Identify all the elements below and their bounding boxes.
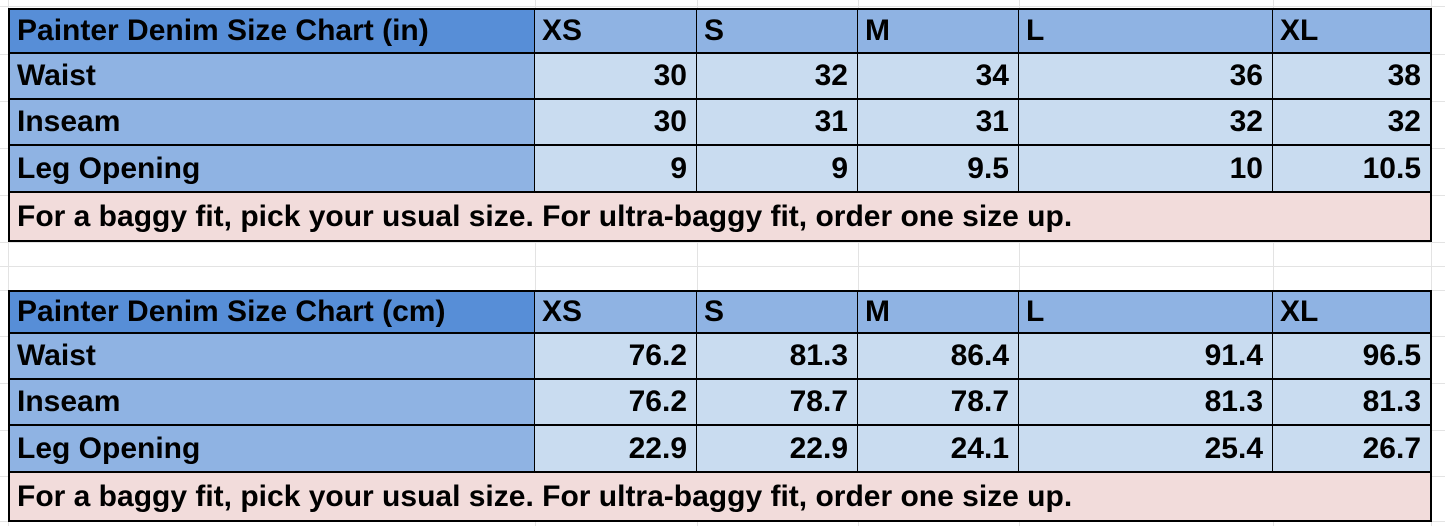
measurement-value-cell[interactable]: 30 xyxy=(535,100,697,146)
measurement-value-cell[interactable]: 81.3 xyxy=(1273,380,1430,426)
measurement-value-cell[interactable]: 22.9 xyxy=(697,426,858,473)
measurement-value-cell[interactable]: 31 xyxy=(697,100,858,146)
size-header-cell-xl[interactable]: XL xyxy=(1273,292,1430,334)
size-header-cell-s[interactable]: S xyxy=(697,10,858,54)
measurement-value-cell[interactable]: 32 xyxy=(697,54,858,100)
gridline-horizontal xyxy=(0,242,1445,243)
measurement-value-cell[interactable]: 26.7 xyxy=(1273,426,1430,473)
size-header-cell-xs[interactable]: XS xyxy=(535,292,697,334)
measurement-value-cell[interactable]: 34 xyxy=(858,54,1019,100)
measurement-label-cell[interactable]: Waist xyxy=(10,334,535,380)
size-header-cell-s[interactable]: S xyxy=(697,292,858,334)
measurement-value-cell[interactable]: 30 xyxy=(535,54,697,100)
measurement-value-cell[interactable]: 10.5 xyxy=(1273,146,1430,193)
fit-note-cell[interactable]: For a baggy fit, pick your usual size. F… xyxy=(10,193,1430,240)
size-header-cell-l[interactable]: L xyxy=(1019,10,1273,54)
measurement-value-cell[interactable]: 78.7 xyxy=(858,380,1019,426)
table-title-cell[interactable]: Painter Denim Size Chart (cm) xyxy=(10,292,535,334)
size-chart-table-centimeters: Painter Denim Size Chart (cm) XS S M L X… xyxy=(8,290,1432,522)
measurement-value-cell[interactable]: 78.7 xyxy=(697,380,858,426)
measurement-value-cell[interactable]: 24.1 xyxy=(858,426,1019,473)
gridline-vertical xyxy=(1019,0,1020,526)
measurement-value-cell[interactable]: 86.4 xyxy=(858,334,1019,380)
size-header-cell-xs[interactable]: XS xyxy=(535,10,697,54)
size-header-cell-l[interactable]: L xyxy=(1019,292,1273,334)
measurement-label-cell[interactable]: Leg Opening xyxy=(10,426,535,473)
measurement-value-cell[interactable]: 31 xyxy=(858,100,1019,146)
measurement-value-cell[interactable]: 36 xyxy=(1019,54,1273,100)
gridline-vertical xyxy=(8,0,9,526)
measurement-label-cell[interactable]: Inseam xyxy=(10,100,535,146)
size-header-cell-m[interactable]: M xyxy=(858,292,1019,334)
gridline-vertical xyxy=(697,0,698,526)
measurement-value-cell[interactable]: 9 xyxy=(535,146,697,193)
measurement-value-cell[interactable]: 32 xyxy=(1019,100,1273,146)
fit-note-cell[interactable]: For a baggy fit, pick your usual size. F… xyxy=(10,473,1430,520)
gridline-horizontal xyxy=(0,266,1445,267)
measurement-label-cell[interactable]: Leg Opening xyxy=(10,146,535,193)
measurement-value-cell[interactable]: 76.2 xyxy=(535,380,697,426)
table-title-cell[interactable]: Painter Denim Size Chart (in) xyxy=(10,10,535,54)
measurement-value-cell[interactable]: 32 xyxy=(1273,100,1430,146)
measurement-label-cell[interactable]: Inseam xyxy=(10,380,535,426)
measurement-label-cell[interactable]: Waist xyxy=(10,54,535,100)
size-header-cell-xl[interactable]: XL xyxy=(1273,10,1430,54)
measurement-value-cell[interactable]: 91.4 xyxy=(1019,334,1273,380)
measurement-value-cell[interactable]: 25.4 xyxy=(1019,426,1273,473)
measurement-value-cell[interactable]: 9.5 xyxy=(858,146,1019,193)
measurement-value-cell[interactable]: 81.3 xyxy=(697,334,858,380)
gridline-horizontal xyxy=(0,6,1445,7)
measurement-value-cell[interactable]: 81.3 xyxy=(1019,380,1273,426)
gridline-vertical xyxy=(858,0,859,526)
size-header-cell-m[interactable]: M xyxy=(858,10,1019,54)
measurement-value-cell[interactable]: 22.9 xyxy=(535,426,697,473)
measurement-value-cell[interactable]: 96.5 xyxy=(1273,334,1430,380)
measurement-value-cell[interactable]: 38 xyxy=(1273,54,1430,100)
gridline-vertical xyxy=(1431,0,1432,526)
measurement-value-cell[interactable]: 76.2 xyxy=(535,334,697,380)
measurement-value-cell[interactable]: 9 xyxy=(697,146,858,193)
gridline-vertical xyxy=(1273,0,1274,526)
gridline-vertical xyxy=(535,0,536,526)
measurement-value-cell[interactable]: 10 xyxy=(1019,146,1273,193)
size-chart-table-inches: Painter Denim Size Chart (in) XS S M L X… xyxy=(8,8,1432,242)
